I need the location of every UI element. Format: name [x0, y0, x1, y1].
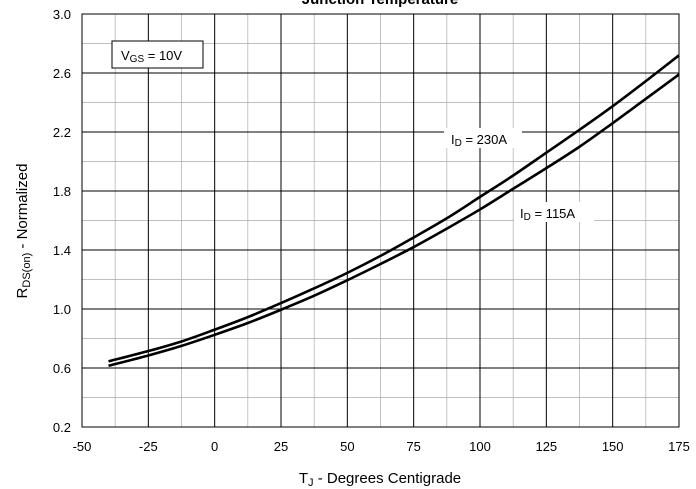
- x-axis-title-sub: J: [308, 477, 314, 489]
- y-tick-label: 2.6: [53, 66, 71, 81]
- x-tick-label: 50: [340, 439, 354, 454]
- y-tick-label: 3.0: [53, 7, 71, 22]
- x-tick-label: -50: [73, 439, 92, 454]
- x-tick-label: 175: [668, 439, 690, 454]
- series-label-230a: ID = 230A: [444, 128, 522, 149]
- y-tick-label: 1.8: [53, 184, 71, 199]
- x-tick-label: 150: [602, 439, 624, 454]
- series-lines: [108, 54, 680, 368]
- series-label-115a-text: ID = 115A: [520, 206, 575, 223]
- x-axis-title-main: T: [299, 470, 308, 487]
- series-label-115a-sub: D: [524, 212, 531, 223]
- series-line-115a: [108, 73, 680, 368]
- y-tick-label: 0.2: [53, 420, 71, 435]
- x-axis-title-rest: - Degrees Centigrade: [314, 470, 462, 487]
- minor-gridlines: [82, 14, 679, 427]
- condition-rest: = 10V: [144, 48, 182, 63]
- series-label-230a-rest: = 230A: [462, 132, 508, 147]
- series-label-115a: ID = 115A: [514, 202, 594, 223]
- y-tick-label: 1.0: [53, 302, 71, 317]
- condition-box-label: VGS = 10V: [121, 48, 182, 65]
- series-label-115a-main: I: [520, 206, 524, 221]
- plot-border: [81, 13, 680, 428]
- series-label-115a-bg: [514, 202, 594, 222]
- x-tick-labels: -50 -25 0 25 50 75 100 125 150 175: [73, 439, 690, 454]
- x-tick-label: 100: [469, 439, 491, 454]
- y-tick-labels: 0.2 0.6 1.0 1.4 1.8 2.2 2.6 3.0: [53, 7, 71, 435]
- series-label-230a-main: I: [451, 132, 455, 147]
- chart-title: Junction Temperature: [302, 0, 458, 8]
- y-tick-label: 1.4: [53, 243, 71, 258]
- series-label-115a-rest: = 115A: [531, 206, 576, 221]
- y-tick-label: 2.2: [53, 125, 71, 140]
- x-tick-label: 125: [535, 439, 557, 454]
- y-axis-title-main: R: [14, 287, 31, 298]
- x-tick-label: 75: [406, 439, 420, 454]
- series-label-230a-text: ID = 230A: [451, 132, 507, 149]
- y-axis-title-sub: DS(on): [21, 253, 33, 288]
- series-label-230a-sub: D: [455, 138, 462, 149]
- y-tick-label: 0.6: [53, 361, 71, 376]
- condition-main: V: [121, 48, 130, 63]
- condition-box-frame: [111, 40, 204, 69]
- x-tick-label: -25: [139, 439, 158, 454]
- y-axis-title: RDS(on) - Normalized: [14, 164, 33, 299]
- x-axis-title: TJ - Degrees Centigrade: [299, 470, 461, 489]
- series-label-230a-bg: [444, 128, 522, 148]
- condition-box: VGS = 10V: [111, 40, 204, 69]
- y-axis-title-rest: - Normalized: [14, 164, 31, 253]
- condition-sub: GS: [130, 54, 145, 65]
- x-tick-label: 0: [211, 439, 218, 454]
- series-line-230a: [108, 54, 680, 363]
- x-tick-label: 25: [274, 439, 288, 454]
